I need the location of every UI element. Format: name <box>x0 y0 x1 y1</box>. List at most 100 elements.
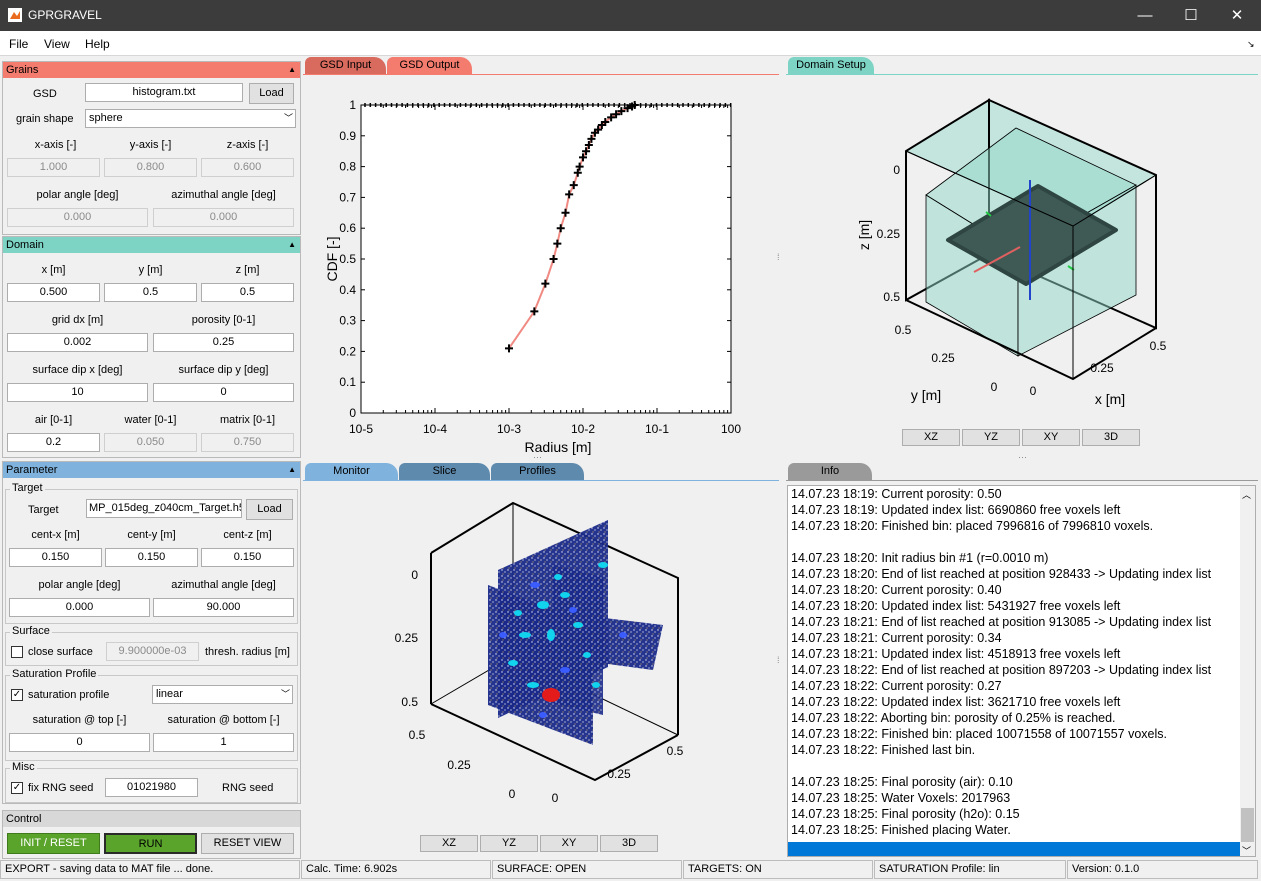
menu-file[interactable]: File <box>9 37 29 51</box>
target-load-button[interactable]: Load <box>246 499 293 520</box>
sat-bottom-field[interactable]: 1 <box>153 733 294 752</box>
water-field[interactable]: 0.050 <box>104 433 197 452</box>
info-log[interactable]: 14.07.23 18:19: Current porosity: 0.50 14… <box>787 485 1256 857</box>
reset-view-button[interactable]: RESET VIEW <box>201 833 294 854</box>
rng-seed-field[interactable]: 01021980 <box>105 778 198 797</box>
y-tick-label: 0.3 <box>339 314 356 328</box>
cent-z-field[interactable]: 0.150 <box>201 548 294 567</box>
gsd-file-field[interactable]: histogram.txt <box>85 83 243 102</box>
info-scrollbar[interactable]: ︿ ﹀ <box>1240 486 1255 856</box>
saturation-profile-checkbox[interactable]: ✓ <box>11 689 23 701</box>
close-button[interactable]: ✕ <box>1230 7 1244 24</box>
grid-dx-label: grid dx [m] <box>51 314 104 326</box>
parameter-panel-header[interactable]: Parameter ▲ <box>3 462 300 478</box>
chevron-down-icon: ﹀ <box>280 689 290 699</box>
splitter-handle-icon[interactable]: ⋯ <box>1018 452 1027 462</box>
domain-x-field[interactable]: 0.500 <box>7 283 100 302</box>
domain-panel: Domain ▲ x [m] y [m] z [m] 0.500 0.5 0.5… <box>2 236 301 458</box>
tab-profiles[interactable]: Profiles <box>491 463 584 480</box>
tab-info[interactable]: Info <box>788 463 872 480</box>
matrix-field[interactable]: 0.750 <box>201 433 294 452</box>
monitor-view-xy-button[interactable]: XY <box>540 835 598 852</box>
domain-view-3d-button[interactable]: 3D <box>1082 429 1140 446</box>
splitter-handle-icon[interactable]: ⁞ <box>777 252 780 262</box>
menu-help[interactable]: Help <box>85 37 110 51</box>
y-tick-label: 0.4 <box>339 283 356 297</box>
z-axis-field[interactable]: 0.600 <box>201 158 294 177</box>
cent-y-field[interactable]: 0.150 <box>105 548 198 567</box>
domain-view-xy-button[interactable]: XY <box>1022 429 1080 446</box>
cdf-data-point <box>569 181 578 190</box>
tab-gsd-input[interactable]: GSD Input <box>305 57 386 74</box>
splitter-handle-icon[interactable]: ⋯ <box>533 452 542 462</box>
tab-gsd-output[interactable]: GSD Output <box>387 57 472 74</box>
undock-icon[interactable]: ↘ <box>1247 39 1255 49</box>
target-polar-field[interactable]: 0.000 <box>9 598 150 617</box>
porosity-field[interactable]: 0.25 <box>153 333 294 352</box>
thresh-radius-field[interactable]: 9.900000e-03 <box>106 642 199 661</box>
cent-x-field[interactable]: 0.150 <box>9 548 102 567</box>
target-azimuth-field[interactable]: 90.000 <box>153 598 294 617</box>
z-tick-0: 0 <box>893 163 900 177</box>
title-bar: GPRGRAVEL — ☐ ✕ <box>0 0 1261 31</box>
z-tick-1: 0.25 <box>395 631 419 645</box>
scroll-up-icon[interactable]: ︿ <box>1242 490 1252 500</box>
info-log-line: 14.07.23 18:19: Current porosity: 0.50 <box>791 487 1002 501</box>
domain-z-label: z [m] <box>235 264 260 276</box>
collapse-arrow-icon[interactable]: ▲ <box>288 65 296 74</box>
x-axis-field[interactable]: 1.000 <box>7 158 100 177</box>
cdf-data-point <box>575 162 584 171</box>
grain-polar-field[interactable]: 0.000 <box>7 208 148 227</box>
menu-view[interactable]: View <box>44 37 70 51</box>
y-tick-0: 0.5 <box>895 323 912 337</box>
domain-panel-title: Domain <box>6 239 44 251</box>
close-surface-label: close surface <box>28 646 93 658</box>
saturation-type-select[interactable]: linear ﹀ <box>152 685 293 704</box>
cdf-data-point <box>607 113 616 122</box>
monitor-view-yz-button[interactable]: YZ <box>480 835 538 852</box>
fix-rng-checkbox[interactable]: ✓ <box>11 782 23 794</box>
gsd-load-button[interactable]: Load <box>249 83 294 104</box>
domain-view-xz-button[interactable]: XZ <box>902 429 960 446</box>
grain-shape-select[interactable]: sphere ﹀ <box>85 109 296 128</box>
grains-panel-header[interactable]: Grains ▲ <box>3 62 300 78</box>
domain-view-yz-button[interactable]: YZ <box>962 429 1020 446</box>
minimize-button[interactable]: — <box>1137 7 1153 24</box>
run-button[interactable]: RUN <box>104 833 197 854</box>
air-field[interactable]: 0.2 <box>7 433 100 452</box>
domain-z-field[interactable]: 0.5 <box>201 283 294 302</box>
monitor-view-xz-button[interactable]: XZ <box>420 835 478 852</box>
matlab-app-icon <box>8 8 22 22</box>
target-file-field[interactable]: MP_015deg_z040cm_Target.h5 <box>86 499 242 518</box>
tab-domain-setup[interactable]: Domain Setup <box>788 57 874 74</box>
target-group-title: Target <box>10 482 45 494</box>
collapse-arrow-icon[interactable]: ▲ <box>288 465 296 474</box>
splitter-handle-icon[interactable]: ⁞ <box>777 655 780 665</box>
scroll-down-icon[interactable]: ﹀ <box>1242 846 1252 856</box>
rng-seed-label: RNG seed <box>222 782 274 794</box>
z-tick-1: 0.25 <box>877 227 901 241</box>
grid-dx-field[interactable]: 0.002 <box>7 333 148 352</box>
init-reset-button[interactable]: INIT / RESET <box>7 833 100 854</box>
domain-panel-header[interactable]: Domain ▲ <box>3 237 300 253</box>
cdf-data-point <box>549 255 558 263</box>
misc-group-title: Misc <box>10 761 37 773</box>
maximize-button[interactable]: ☐ <box>1184 7 1198 24</box>
y-axis-label: y-axis [-] <box>129 139 172 151</box>
sat-top-field[interactable]: 0 <box>9 733 150 752</box>
dip-y-field[interactable]: 0 <box>153 383 294 402</box>
dip-x-field[interactable]: 10 <box>7 383 148 402</box>
monitor-view-3d-button[interactable]: 3D <box>600 835 658 852</box>
domain-y-field[interactable]: 0.5 <box>104 283 197 302</box>
tab-monitor[interactable]: Monitor <box>305 463 398 480</box>
misc-group: Misc ✓ fix RNG seed 01021980 RNG seed <box>5 761 298 803</box>
close-surface-checkbox[interactable] <box>11 646 23 658</box>
y-tick-2: 0 <box>509 787 516 801</box>
grain-azimuth-field[interactable]: 0.000 <box>153 208 294 227</box>
collapse-arrow-icon[interactable]: ▲ <box>288 240 296 249</box>
tab-slice[interactable]: Slice <box>399 463 490 480</box>
y-axis-field[interactable]: 0.800 <box>104 158 197 177</box>
scroll-thumb[interactable] <box>1241 808 1254 842</box>
info-selected-line[interactable] <box>788 842 1240 856</box>
info-log-line: 14.07.23 18:20: End of list reached at p… <box>791 567 1212 581</box>
